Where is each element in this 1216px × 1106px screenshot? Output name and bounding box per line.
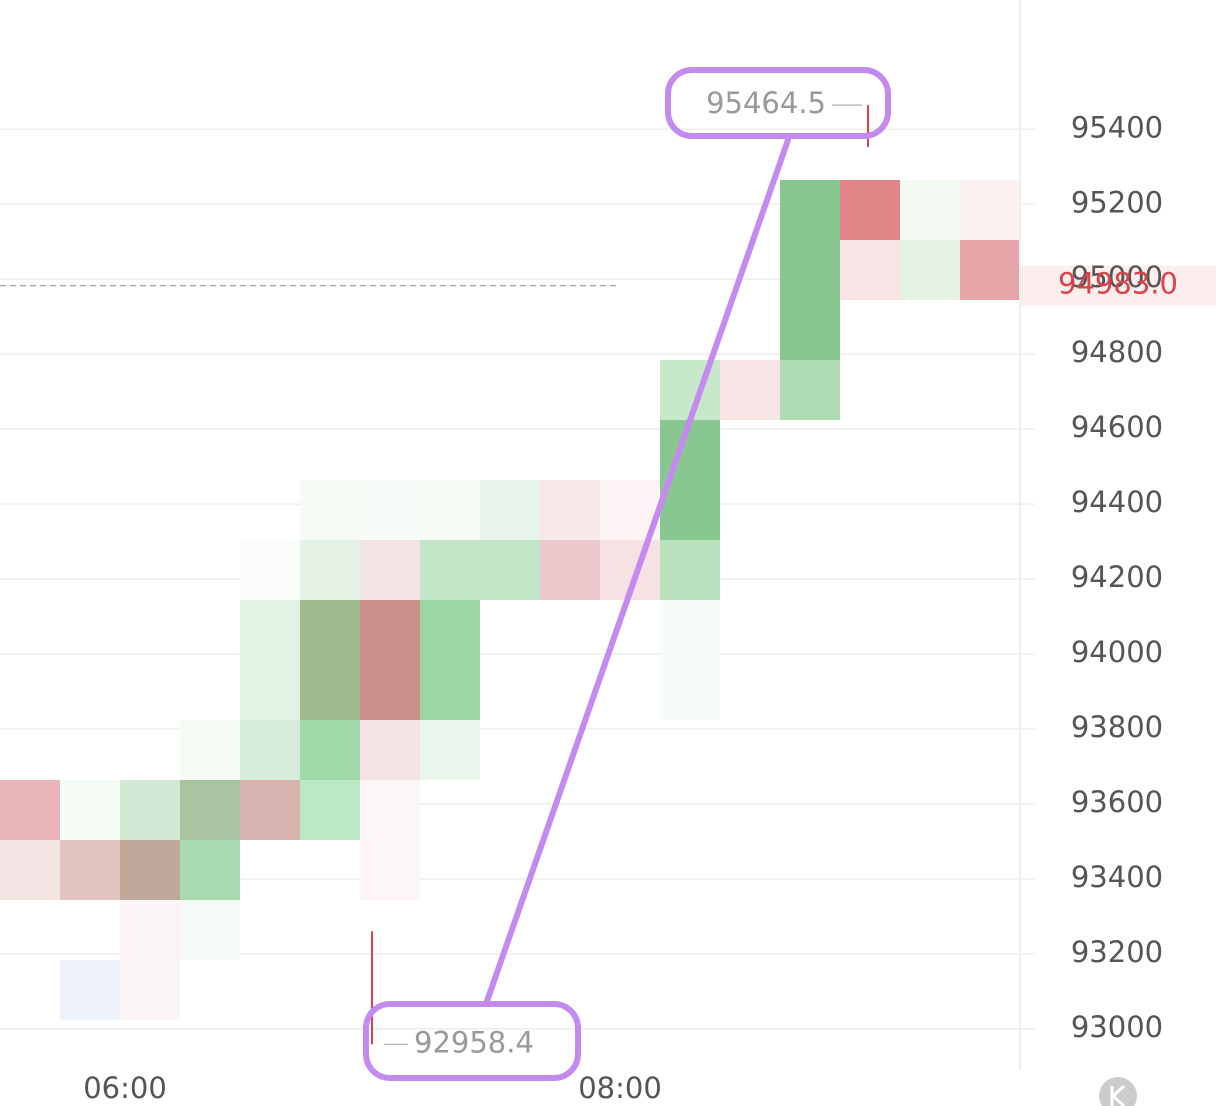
cell bbox=[300, 540, 360, 600]
cell bbox=[780, 360, 840, 420]
cell bbox=[60, 840, 120, 900]
cell bbox=[240, 780, 300, 840]
cell bbox=[540, 480, 600, 540]
cell bbox=[360, 540, 420, 600]
y-tick-label: 95200 bbox=[1071, 185, 1163, 219]
cell bbox=[960, 240, 1020, 300]
y-tick-label: 95000 bbox=[1071, 260, 1163, 294]
cell bbox=[240, 540, 300, 600]
cell bbox=[120, 900, 180, 1020]
x-tick-label: 06:00 bbox=[83, 1071, 167, 1105]
last-price-label: 94983.0 bbox=[1058, 267, 1178, 301]
cell bbox=[420, 540, 480, 600]
y-tick-label: 93600 bbox=[1071, 785, 1163, 819]
y-tick-label: 94600 bbox=[1071, 410, 1163, 444]
cell bbox=[420, 720, 480, 780]
cell bbox=[780, 180, 840, 360]
y-tick-label: 93800 bbox=[1071, 710, 1163, 744]
cell bbox=[180, 720, 240, 780]
highlight-box bbox=[665, 67, 891, 139]
cell bbox=[480, 480, 540, 540]
high-label: 95464.5 bbox=[706, 86, 826, 120]
grid bbox=[0, 128, 1216, 1030]
cell bbox=[300, 600, 360, 720]
cell bbox=[660, 600, 720, 720]
cell bbox=[240, 720, 300, 780]
cell bbox=[0, 780, 60, 840]
cell bbox=[300, 720, 360, 780]
cell bbox=[540, 540, 600, 600]
last-price-band bbox=[1020, 265, 1216, 306]
y-tick-label: 94400 bbox=[1071, 485, 1163, 519]
cell bbox=[120, 840, 180, 900]
cell bbox=[180, 780, 240, 840]
cell bbox=[300, 780, 360, 840]
highlight-box bbox=[363, 1001, 581, 1081]
cell bbox=[360, 600, 420, 720]
cell bbox=[660, 540, 720, 600]
cell bbox=[360, 780, 420, 900]
y-tick-label: 94000 bbox=[1071, 635, 1163, 669]
cell bbox=[60, 960, 120, 1020]
y-tick-label: 93200 bbox=[1071, 935, 1163, 969]
cell bbox=[300, 480, 360, 540]
annotations: 95464.5 92958.4 bbox=[363, 67, 891, 1081]
cell bbox=[240, 600, 300, 720]
cell bbox=[120, 780, 180, 840]
x-tick-label: 08:00 bbox=[578, 1071, 662, 1105]
y-tick-label: 93000 bbox=[1071, 1010, 1163, 1044]
cell bbox=[180, 840, 240, 900]
highlight-connector bbox=[483, 137, 791, 1007]
heatmap-cells bbox=[0, 180, 1020, 1020]
cell bbox=[960, 180, 1020, 240]
cell bbox=[360, 720, 420, 780]
cell bbox=[480, 540, 540, 600]
cell bbox=[840, 240, 900, 300]
cell bbox=[420, 480, 480, 540]
y-tick-label: 95400 bbox=[1071, 110, 1163, 144]
logo bbox=[1099, 1077, 1137, 1106]
y-tick-label: 93400 bbox=[1071, 860, 1163, 894]
cell bbox=[840, 180, 900, 240]
cell bbox=[360, 480, 420, 540]
cell bbox=[900, 240, 960, 300]
cell bbox=[900, 180, 960, 240]
cell bbox=[0, 840, 60, 900]
cell bbox=[60, 780, 120, 840]
cell bbox=[720, 360, 780, 420]
y-tick-label: 94800 bbox=[1071, 335, 1163, 369]
low-label: 92958.4 bbox=[414, 1025, 534, 1059]
cell bbox=[420, 600, 480, 720]
y-tick-label: 94200 bbox=[1071, 560, 1163, 594]
cell bbox=[180, 900, 240, 960]
